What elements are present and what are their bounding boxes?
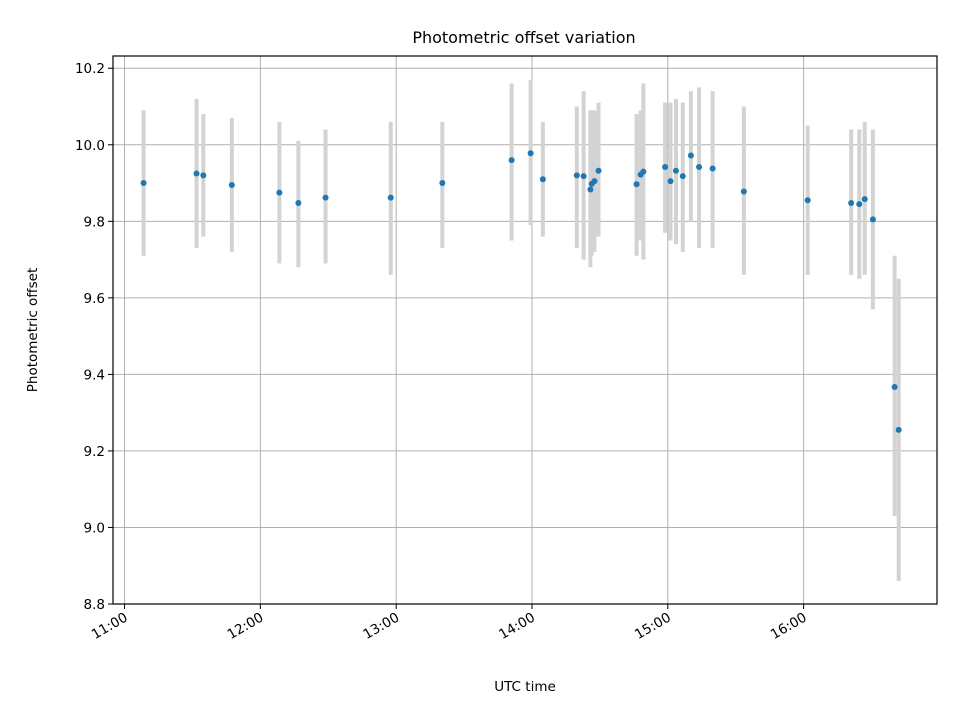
data-point bbox=[804, 197, 811, 204]
data-point bbox=[891, 384, 898, 391]
x-axis-label: UTC time bbox=[494, 679, 556, 695]
data-point bbox=[527, 150, 534, 157]
data-points bbox=[140, 150, 902, 433]
data-point bbox=[640, 168, 647, 175]
y-tick-label: 9.4 bbox=[84, 367, 105, 383]
data-point bbox=[679, 173, 686, 180]
data-point bbox=[861, 196, 868, 203]
data-point bbox=[322, 194, 329, 201]
data-point bbox=[591, 178, 598, 185]
data-point bbox=[633, 181, 640, 188]
y-tick-label: 9.8 bbox=[84, 214, 105, 230]
data-point bbox=[276, 189, 283, 196]
data-point bbox=[200, 172, 207, 179]
y-tick-label: 9.6 bbox=[84, 291, 105, 307]
y-axis-ticks: 8.8 9.0 9.2 9.4 9.6 9.8 10.0 10.2 bbox=[75, 61, 113, 613]
data-point bbox=[895, 426, 902, 433]
x-tick-label: 16:00 bbox=[768, 610, 810, 643]
data-point bbox=[709, 165, 716, 172]
x-tick-label: 15:00 bbox=[632, 610, 674, 643]
data-point bbox=[508, 157, 515, 164]
data-point bbox=[193, 170, 200, 177]
data-point bbox=[295, 199, 302, 206]
data-point bbox=[573, 172, 580, 179]
y-tick-label: 8.8 bbox=[84, 597, 105, 613]
data-point bbox=[672, 167, 679, 174]
grid bbox=[113, 56, 937, 605]
error-bars bbox=[141, 79, 901, 582]
y-tick-label: 9.2 bbox=[84, 444, 105, 460]
data-point bbox=[595, 167, 602, 174]
x-tick-label: 11:00 bbox=[89, 610, 131, 643]
x-tick-label: 12:00 bbox=[225, 610, 267, 643]
data-point bbox=[696, 163, 703, 170]
data-point bbox=[687, 152, 694, 159]
data-point bbox=[848, 199, 855, 206]
data-point bbox=[539, 176, 546, 183]
data-point bbox=[228, 181, 235, 188]
data-point bbox=[667, 178, 674, 185]
data-point bbox=[140, 180, 147, 187]
y-tick-label: 10.0 bbox=[75, 138, 105, 154]
data-point bbox=[662, 163, 669, 170]
data-point bbox=[856, 201, 863, 208]
y-axis-label: Photometric offset bbox=[25, 268, 41, 392]
data-point bbox=[587, 186, 594, 193]
x-axis-ticks: 11:00 12:00 13:00 14:00 15:00 16:00 bbox=[89, 604, 810, 643]
data-point bbox=[580, 173, 587, 180]
data-point bbox=[387, 194, 394, 201]
x-tick-label: 14:00 bbox=[496, 610, 538, 643]
x-tick-label: 13:00 bbox=[360, 610, 402, 643]
y-tick-label: 10.2 bbox=[75, 61, 105, 77]
plot-area-frame bbox=[112, 55, 938, 605]
chart-title: Photometric offset variation bbox=[412, 28, 635, 47]
data-point bbox=[439, 180, 446, 187]
data-point bbox=[869, 216, 876, 223]
y-tick-label: 9.0 bbox=[84, 520, 105, 536]
data-point bbox=[740, 188, 747, 195]
